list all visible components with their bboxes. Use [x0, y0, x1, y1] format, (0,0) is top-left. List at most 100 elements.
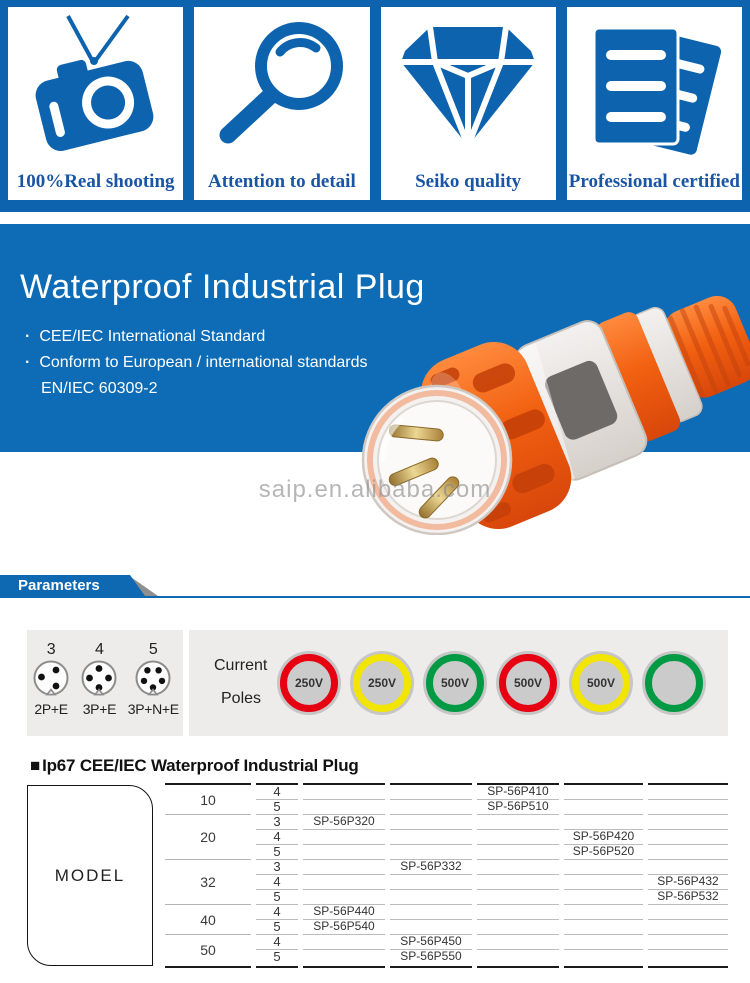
model-cell: SP-56P440 [303, 905, 385, 920]
model-cell [564, 800, 643, 815]
model-cell: SP-56P410 [477, 785, 559, 800]
model-cell [648, 935, 728, 950]
column-model-3: SP-56P410 SP-56P510 [477, 783, 559, 968]
feature-label: 100%Real shooting [16, 171, 175, 192]
model-cell [390, 905, 472, 920]
square-bullet-icon: ■ [30, 756, 41, 775]
model-cell [477, 815, 559, 830]
model-cell [390, 800, 472, 815]
current-group: 40 [165, 905, 251, 935]
model-cell [648, 950, 728, 965]
column-model-5: SP-56P432 SP-56P532 [648, 783, 728, 968]
pin-diagram-5-icon [135, 660, 171, 696]
column-current: 10 20 32 40 50 [165, 783, 251, 968]
pole-config-label: 3P+N+E [127, 701, 179, 717]
model-cell [564, 815, 643, 830]
model-cell: SP-56P520 [564, 845, 643, 860]
model-cell: SP-56P432 [648, 875, 728, 890]
hero-bullet-continuation: EN/IEC 60309-2 [41, 380, 158, 397]
pole-option-4: 4 3P+E [79, 641, 119, 717]
poles-cell: 5 [273, 950, 281, 964]
model-cell [477, 920, 559, 935]
model-cell [303, 935, 385, 950]
poles-cell: 4 [256, 935, 298, 950]
current-group: 10 [165, 785, 251, 815]
spec-table: 10 20 32 40 50 4 5 3 4 5 3 4 5 4 5 4 5 S… [165, 783, 728, 968]
model-cell [303, 845, 385, 860]
model-cell [390, 815, 472, 830]
model-cell [648, 830, 728, 845]
voltage-value: 500V [426, 654, 484, 712]
model-header-box: MODEL [27, 785, 153, 966]
feature-label: Professional certified [568, 171, 740, 192]
page-title: Waterproof Industrial Plug [20, 268, 425, 306]
model-cell [303, 800, 385, 815]
current-group: 32 [165, 860, 251, 905]
feature-card-real-shooting: 100%Real shooting [8, 7, 184, 200]
model-cell [648, 785, 728, 800]
certificates-icon [567, 7, 742, 171]
model-cell [477, 905, 559, 920]
ribbon-underline [0, 596, 750, 598]
voltage-ring-row: 250V 250V 500V 500V 500V [277, 651, 706, 715]
watermark-text: saip.en.alibaba.com [258, 476, 492, 503]
pole-count: 5 [148, 641, 158, 658]
model-cell [477, 860, 559, 875]
pin-diagram-4-icon [81, 660, 117, 696]
model-cell: SP-56P510 [477, 800, 559, 815]
model-cell: SP-56P320 [303, 815, 385, 830]
voltage-value: 500V [499, 654, 557, 712]
poles-cell: 4 [256, 905, 298, 920]
poles-cell: 3 [256, 815, 298, 830]
model-cell [390, 785, 472, 800]
poles-label: Poles [221, 690, 262, 707]
feature-card-seiko-quality: Seiko quality [380, 7, 556, 200]
hero-bullet: CEE/IEC International Standard [25, 324, 368, 350]
pole-config-label: 3P+E [82, 701, 117, 717]
voltage-panel: Current Poles 250V 250V 500V 500V 500V [189, 630, 728, 736]
voltage-ring: 250V [350, 651, 414, 715]
model-cell: SP-56P420 [564, 830, 643, 845]
feature-band: 100%Real shooting Attention to detail [0, 0, 750, 212]
feature-label: Seiko quality [415, 171, 522, 192]
voltage-ring: 500V [569, 651, 633, 715]
pole-config-label: 2P+E [34, 701, 68, 717]
poles-cell: 4 [256, 785, 298, 800]
poles-cell: 4 [256, 830, 298, 845]
product-photo-plug [361, 295, 750, 535]
voltage-value [645, 654, 703, 712]
model-cell [648, 845, 728, 860]
current-group: 50 [200, 942, 216, 958]
parameters-heading: Parameters [0, 575, 145, 596]
camera-icon [8, 7, 183, 171]
model-cell: SP-56P550 [400, 950, 462, 963]
model-cell [648, 905, 728, 920]
model-cell [477, 875, 559, 890]
model-cell [477, 845, 559, 860]
model-cell [564, 875, 643, 890]
feature-label: Attention to detail [207, 171, 356, 192]
pole-count: 3 [46, 641, 56, 658]
model-cell [303, 830, 385, 845]
model-cell [564, 785, 643, 800]
poles-cell: 4 [256, 875, 298, 890]
pin-diagram-3-icon [33, 660, 69, 696]
model-cell [477, 950, 559, 965]
model-cell [390, 845, 472, 860]
pole-legend-panel: 3 2P+E 4 3P+E 5 [27, 630, 183, 736]
poles-cell: 5 [256, 800, 298, 815]
model-cell [390, 920, 472, 935]
model-cell [390, 890, 472, 905]
current-label: Current [214, 657, 268, 674]
voltage-ring [642, 651, 706, 715]
model-cell: SP-56P540 [303, 920, 385, 935]
hero-bullet-list: CEE/IEC International Standard Conform t… [25, 324, 368, 402]
model-cell: SP-56P332 [390, 860, 472, 875]
model-cell [648, 860, 728, 875]
pole-option-5: 5 3P+N+E [128, 641, 179, 717]
model-cell [564, 905, 643, 920]
model-cell [477, 935, 559, 950]
voltage-ring: 250V [277, 651, 341, 715]
voltage-ring: 500V [423, 651, 487, 715]
column-model-1: SP-56P320 SP-56P440 SP-56P540 [303, 783, 385, 968]
